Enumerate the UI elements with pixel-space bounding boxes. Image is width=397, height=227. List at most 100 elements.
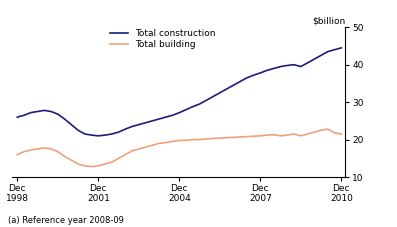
Total construction: [312, 58, 317, 60]
Total building: [197, 138, 202, 141]
Total building: [204, 138, 209, 140]
Total construction: [204, 99, 209, 102]
Total building: [130, 150, 135, 152]
Total construction: [96, 134, 101, 137]
Total construction: [224, 88, 229, 90]
Total building: [272, 133, 276, 136]
Total construction: [110, 133, 114, 135]
Total construction: [177, 111, 182, 114]
Total construction: [278, 65, 283, 68]
Total building: [326, 128, 330, 131]
Total construction: [62, 118, 67, 120]
Total building: [62, 155, 67, 158]
Total construction: [157, 118, 162, 120]
Total construction: [35, 110, 40, 113]
Total construction: [116, 131, 121, 133]
Line: Total construction: Total construction: [17, 48, 341, 136]
Line: Total building: Total building: [17, 129, 341, 167]
Total building: [177, 139, 182, 142]
Total construction: [143, 121, 148, 124]
Total building: [143, 146, 148, 148]
Total building: [56, 150, 60, 153]
Total construction: [231, 84, 236, 87]
Total building: [339, 133, 344, 135]
Total building: [49, 148, 54, 150]
Total construction: [22, 114, 27, 117]
Total building: [265, 134, 270, 136]
Text: (a) Reference year 2008-09: (a) Reference year 2008-09: [8, 216, 124, 225]
Total construction: [69, 123, 74, 126]
Total building: [150, 144, 155, 147]
Total construction: [15, 116, 20, 118]
Total construction: [332, 48, 337, 51]
Total building: [319, 129, 324, 132]
Total building: [69, 159, 74, 162]
Total construction: [123, 128, 128, 131]
Total construction: [305, 62, 310, 64]
Total building: [83, 164, 87, 167]
Total construction: [56, 113, 60, 116]
Total construction: [170, 114, 175, 117]
Total building: [29, 149, 33, 151]
Total construction: [326, 50, 330, 53]
Text: $billion: $billion: [312, 17, 345, 26]
Total construction: [184, 108, 189, 111]
Total building: [89, 165, 94, 168]
Total construction: [218, 91, 222, 94]
Total construction: [130, 125, 135, 128]
Total construction: [245, 76, 249, 79]
Total building: [292, 133, 297, 135]
Total construction: [103, 134, 108, 136]
Total construction: [339, 47, 344, 49]
Legend: Total construction, Total building: Total construction, Total building: [110, 29, 216, 49]
Total building: [258, 134, 263, 137]
Total construction: [76, 129, 81, 132]
Total building: [224, 136, 229, 139]
Total building: [35, 148, 40, 150]
Total building: [231, 136, 236, 139]
Total building: [218, 137, 222, 139]
Total building: [164, 141, 168, 144]
Total construction: [299, 65, 303, 68]
Total building: [184, 139, 189, 142]
Total construction: [150, 120, 155, 122]
Total building: [305, 133, 310, 135]
Total building: [123, 153, 128, 156]
Total construction: [164, 116, 168, 118]
Total building: [278, 134, 283, 137]
Total construction: [29, 111, 33, 114]
Total building: [312, 131, 317, 133]
Total construction: [137, 123, 141, 126]
Total building: [96, 164, 101, 167]
Total construction: [272, 67, 276, 70]
Total construction: [197, 103, 202, 105]
Total building: [116, 157, 121, 160]
Total building: [15, 153, 20, 156]
Total building: [137, 148, 141, 150]
Total building: [238, 136, 243, 138]
Total construction: [211, 95, 216, 98]
Total construction: [89, 134, 94, 136]
Total construction: [238, 80, 243, 83]
Total building: [157, 142, 162, 145]
Total construction: [292, 63, 297, 66]
Total construction: [191, 105, 195, 108]
Total building: [211, 137, 216, 140]
Total building: [191, 138, 195, 141]
Total building: [22, 150, 27, 153]
Total construction: [258, 72, 263, 74]
Total construction: [83, 133, 87, 135]
Total building: [285, 134, 290, 136]
Total construction: [251, 74, 256, 76]
Total construction: [42, 109, 47, 112]
Total building: [332, 131, 337, 134]
Total construction: [265, 69, 270, 72]
Total building: [76, 163, 81, 165]
Total building: [299, 134, 303, 137]
Total construction: [319, 54, 324, 57]
Total building: [42, 146, 47, 149]
Total building: [245, 135, 249, 138]
Total building: [251, 135, 256, 138]
Total building: [170, 140, 175, 143]
Total construction: [49, 110, 54, 113]
